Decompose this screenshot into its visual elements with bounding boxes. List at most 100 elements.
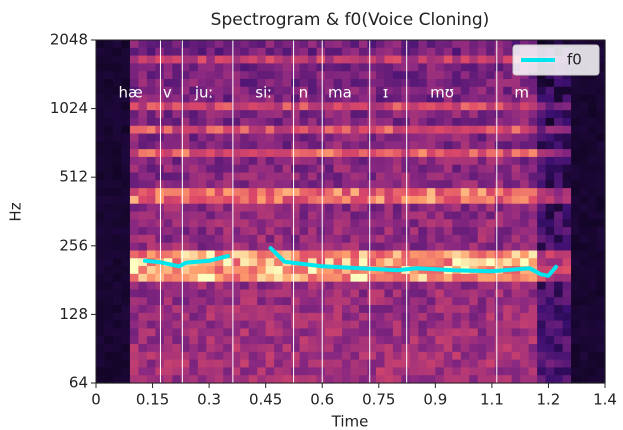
spectrogram-cell	[358, 273, 369, 283]
spectrogram-cell	[588, 312, 598, 322]
spectrogram-cell	[146, 242, 156, 252]
spectrogram-cell	[443, 117, 453, 127]
spectrogram-cell	[418, 344, 428, 353]
spectrogram-cell	[274, 227, 284, 236]
spectrogram-cell	[562, 367, 572, 376]
spectrogram-cell	[257, 211, 267, 220]
spectrogram-cell	[435, 164, 445, 174]
y-tick-label: 1024	[50, 99, 88, 117]
spectrogram-cell	[163, 320, 173, 330]
spectrogram-cell	[588, 102, 598, 111]
spectrogram-cell	[528, 328, 538, 337]
spectrogram-cell	[460, 86, 470, 96]
spectrogram-cell	[146, 281, 156, 291]
spectrogram-cell	[350, 289, 360, 298]
spectrogram-cell	[452, 188, 462, 197]
spectrogram-cell	[96, 219, 106, 228]
spectrogram-cell	[528, 117, 538, 127]
spectrogram-cell	[562, 133, 572, 142]
spectrogram-cell	[240, 297, 250, 306]
spectrogram-cell	[146, 266, 156, 275]
spectrogram-cell	[146, 211, 156, 220]
spectrogram-cell	[545, 78, 555, 88]
spectrogram-cell	[333, 117, 343, 127]
spectrogram-cell	[460, 273, 470, 283]
spectrogram-cell	[96, 305, 106, 314]
spectrogram-cell	[503, 133, 513, 142]
spectrogram-cell	[155, 281, 165, 291]
spectrogram-cell	[265, 47, 275, 57]
spectrogram-cell	[537, 180, 547, 189]
spectrogram-cell	[401, 359, 411, 369]
spectrogram-cell	[189, 219, 199, 228]
spectrogram-cell	[308, 47, 318, 57]
spectrogram-cell	[308, 351, 318, 361]
spectrogram-cell	[477, 289, 487, 298]
spectrogram-cell	[494, 320, 504, 330]
spectrogram-cell	[554, 102, 564, 111]
x-axis-label: Time	[331, 413, 369, 430]
spectrogram-cell	[477, 242, 487, 252]
spectrogram-cell	[511, 375, 521, 384]
spectrogram-cell	[163, 78, 173, 88]
spectrogram-cell	[189, 102, 199, 111]
spectrogram-cell	[554, 133, 564, 142]
spectrogram-cell	[401, 328, 411, 337]
spectrogram-cell	[316, 55, 326, 64]
spectrogram-cell	[528, 40, 538, 49]
spectrogram-cell	[112, 273, 123, 283]
spectrogram-cell	[112, 211, 123, 220]
spectrogram-cell	[274, 188, 284, 197]
spectrogram-cell	[112, 180, 123, 189]
spectrogram-cell	[520, 180, 530, 189]
spectrogram-cell	[121, 195, 131, 205]
spectrogram-cell	[206, 211, 216, 220]
spectrogram-cell	[401, 351, 411, 361]
spectrogram-cell	[214, 351, 224, 361]
spectrogram-cell	[129, 281, 140, 291]
spectrogram-cell	[460, 297, 470, 306]
spectrogram-cell	[401, 211, 411, 220]
spectrogram-cell	[223, 219, 233, 228]
spectrogram-cell	[248, 281, 258, 291]
spectrogram-cell	[477, 336, 487, 345]
spectrogram-cell	[392, 227, 402, 236]
spectrogram-cell	[596, 188, 606, 197]
spectrogram-cell	[206, 336, 216, 345]
spectrogram-cell	[520, 219, 530, 228]
spectrogram-cell	[316, 203, 326, 213]
spectrogram-cell	[443, 71, 453, 80]
spectrogram-cell	[562, 195, 572, 205]
spectrogram-cell	[596, 344, 606, 353]
spectrogram-cell	[435, 125, 445, 135]
spectrogram-cell	[257, 273, 267, 283]
spectrogram-cell	[426, 281, 436, 291]
spectrogram-cell	[571, 266, 581, 275]
spectrogram-cell	[503, 141, 513, 150]
spectrogram-cell	[520, 156, 530, 166]
spectrogram-cell	[562, 375, 572, 384]
spectrogram-cell	[240, 281, 250, 291]
spectrogram-cell	[138, 367, 148, 376]
spectrogram-cell	[316, 297, 326, 306]
spectrogram-cell	[104, 344, 114, 353]
spectrogram-cell	[291, 63, 301, 72]
spectrogram-cell	[384, 219, 394, 228]
spectrogram-cell	[358, 312, 369, 322]
spectrogram-cell	[282, 273, 292, 283]
spectrogram-cell	[367, 328, 377, 337]
phoneme-label: n	[299, 84, 309, 102]
spectrogram-cell	[223, 305, 233, 314]
spectrogram-cell	[579, 273, 589, 283]
spectrogram-cell	[299, 227, 309, 236]
spectrogram-cell	[426, 273, 436, 283]
spectrogram-cell	[486, 188, 496, 197]
spectrogram-cell	[282, 328, 292, 337]
spectrogram-cell	[562, 188, 572, 197]
spectrogram-cell	[265, 164, 275, 174]
spectrogram-cell	[274, 367, 284, 376]
spectrogram-cell	[418, 141, 428, 150]
spectrogram-cell	[452, 156, 462, 166]
spectrogram-cell	[197, 172, 207, 181]
y-tick-label: 2048	[50, 31, 88, 49]
